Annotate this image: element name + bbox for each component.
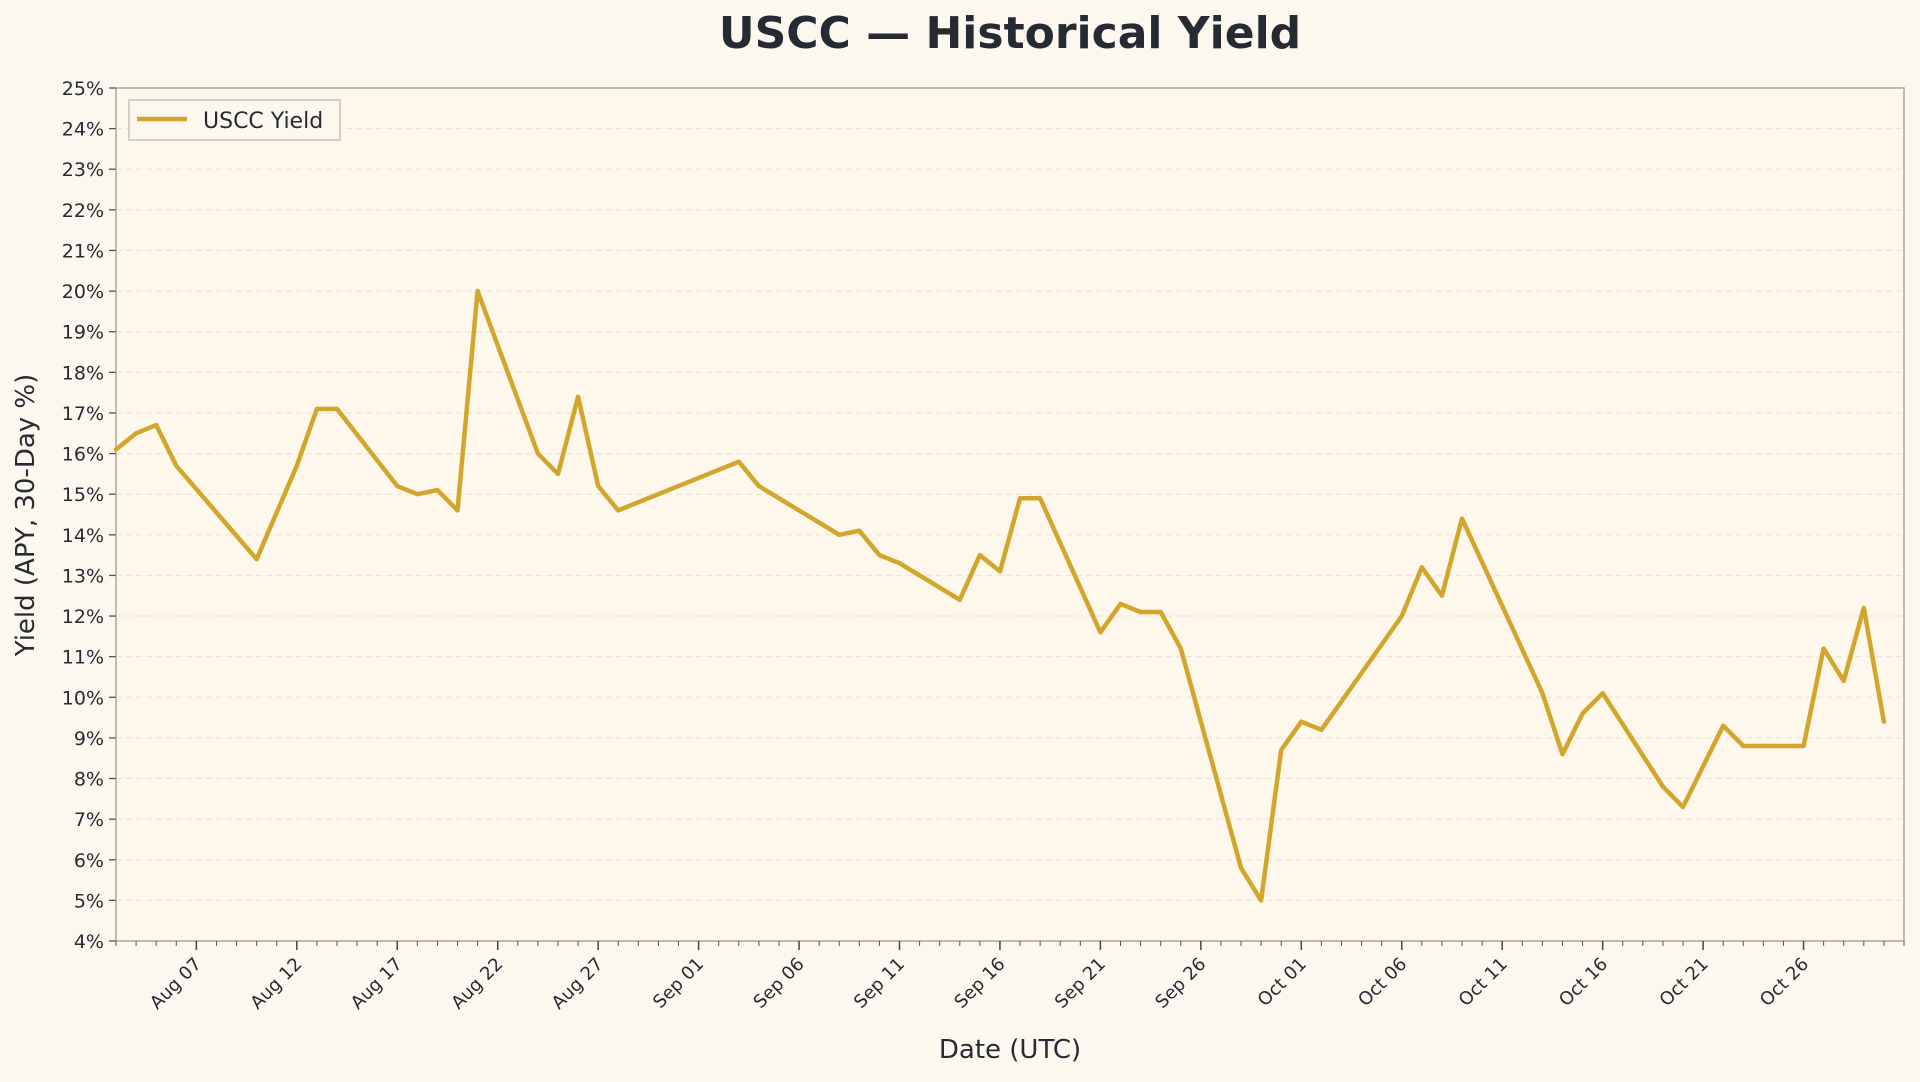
x-tick-label: Sep 11	[850, 954, 909, 1013]
y-tick-label: 5%	[74, 890, 104, 912]
y-tick-label: 20%	[62, 281, 104, 303]
chart-title: USCC — Historical Yield	[719, 8, 1301, 59]
plot-area	[115, 87, 1905, 942]
y-tick-label: 8%	[74, 769, 104, 791]
legend: USCC Yield	[128, 99, 341, 141]
x-tick-label: Oct 26	[1756, 954, 1813, 1011]
y-tick-label: 6%	[74, 850, 104, 872]
y-tick-label: 12%	[62, 606, 104, 628]
x-tick-label: Aug 07	[146, 954, 206, 1014]
y-tick-label: 23%	[62, 159, 104, 181]
y-tick-label: 25%	[62, 78, 104, 100]
y-tick-label: 10%	[62, 687, 104, 709]
x-tick-label: Oct 06	[1354, 954, 1411, 1011]
x-tick-label: Aug 22	[447, 954, 507, 1014]
legend-box	[128, 99, 341, 141]
y-tick-label: 11%	[62, 647, 104, 669]
series-line-uscc-yield	[113, 288, 1887, 903]
y-tick-label: 14%	[62, 525, 104, 547]
x-tick-label: Sep 21	[1051, 954, 1110, 1013]
y-axis-label: Yield (APY, 30-Day %)	[11, 374, 41, 658]
x-axis: Aug 07 Aug 12 Aug 17 Aug 22 Aug 27 Sep 01 Sep …	[115, 941, 1905, 1014]
x-tick-label: Aug 12	[246, 954, 306, 1014]
y-tick-label: 22%	[62, 200, 104, 222]
x-tick-label: Oct 16	[1555, 954, 1612, 1011]
y-axis: 4% 5% 6% 7% 8% 9% 10% 11% 12% 13% 14% 15% 16% 17% 18% 1…	[62, 78, 116, 953]
x-tick-label: Sep 01	[649, 954, 708, 1013]
x-tick-label: Sep 16	[950, 954, 1009, 1013]
y-tick-label: 24%	[62, 119, 104, 141]
y-tick-label: 9%	[74, 728, 104, 750]
series-layer	[113, 288, 1887, 903]
y-tick-label: 16%	[62, 444, 104, 466]
x-tick-label: Oct 21	[1656, 954, 1713, 1011]
y-tick-label: 21%	[62, 240, 104, 262]
gridlines	[116, 128, 1904, 901]
x-tick-label: Oct 11	[1455, 954, 1512, 1011]
y-tick-label: 4%	[74, 931, 104, 953]
x-tick-label: Oct 01	[1254, 954, 1311, 1011]
y-tick-label: 13%	[62, 565, 104, 587]
x-tick-label: Aug 17	[347, 954, 407, 1014]
y-tick-label: 17%	[62, 403, 104, 425]
legend-label: USCC Yield	[203, 109, 323, 134]
y-tick-label: 15%	[62, 484, 104, 506]
x-axis-label: Date (UTC)	[939, 1035, 1081, 1065]
y-tick-label: 18%	[62, 362, 104, 384]
y-tick-label: 7%	[74, 809, 104, 831]
x-tick-label: Sep 26	[1151, 954, 1210, 1013]
x-tick-label: Sep 06	[750, 954, 809, 1013]
y-tick-label: 19%	[62, 322, 104, 344]
x-tick-label: Aug 27	[548, 954, 608, 1014]
